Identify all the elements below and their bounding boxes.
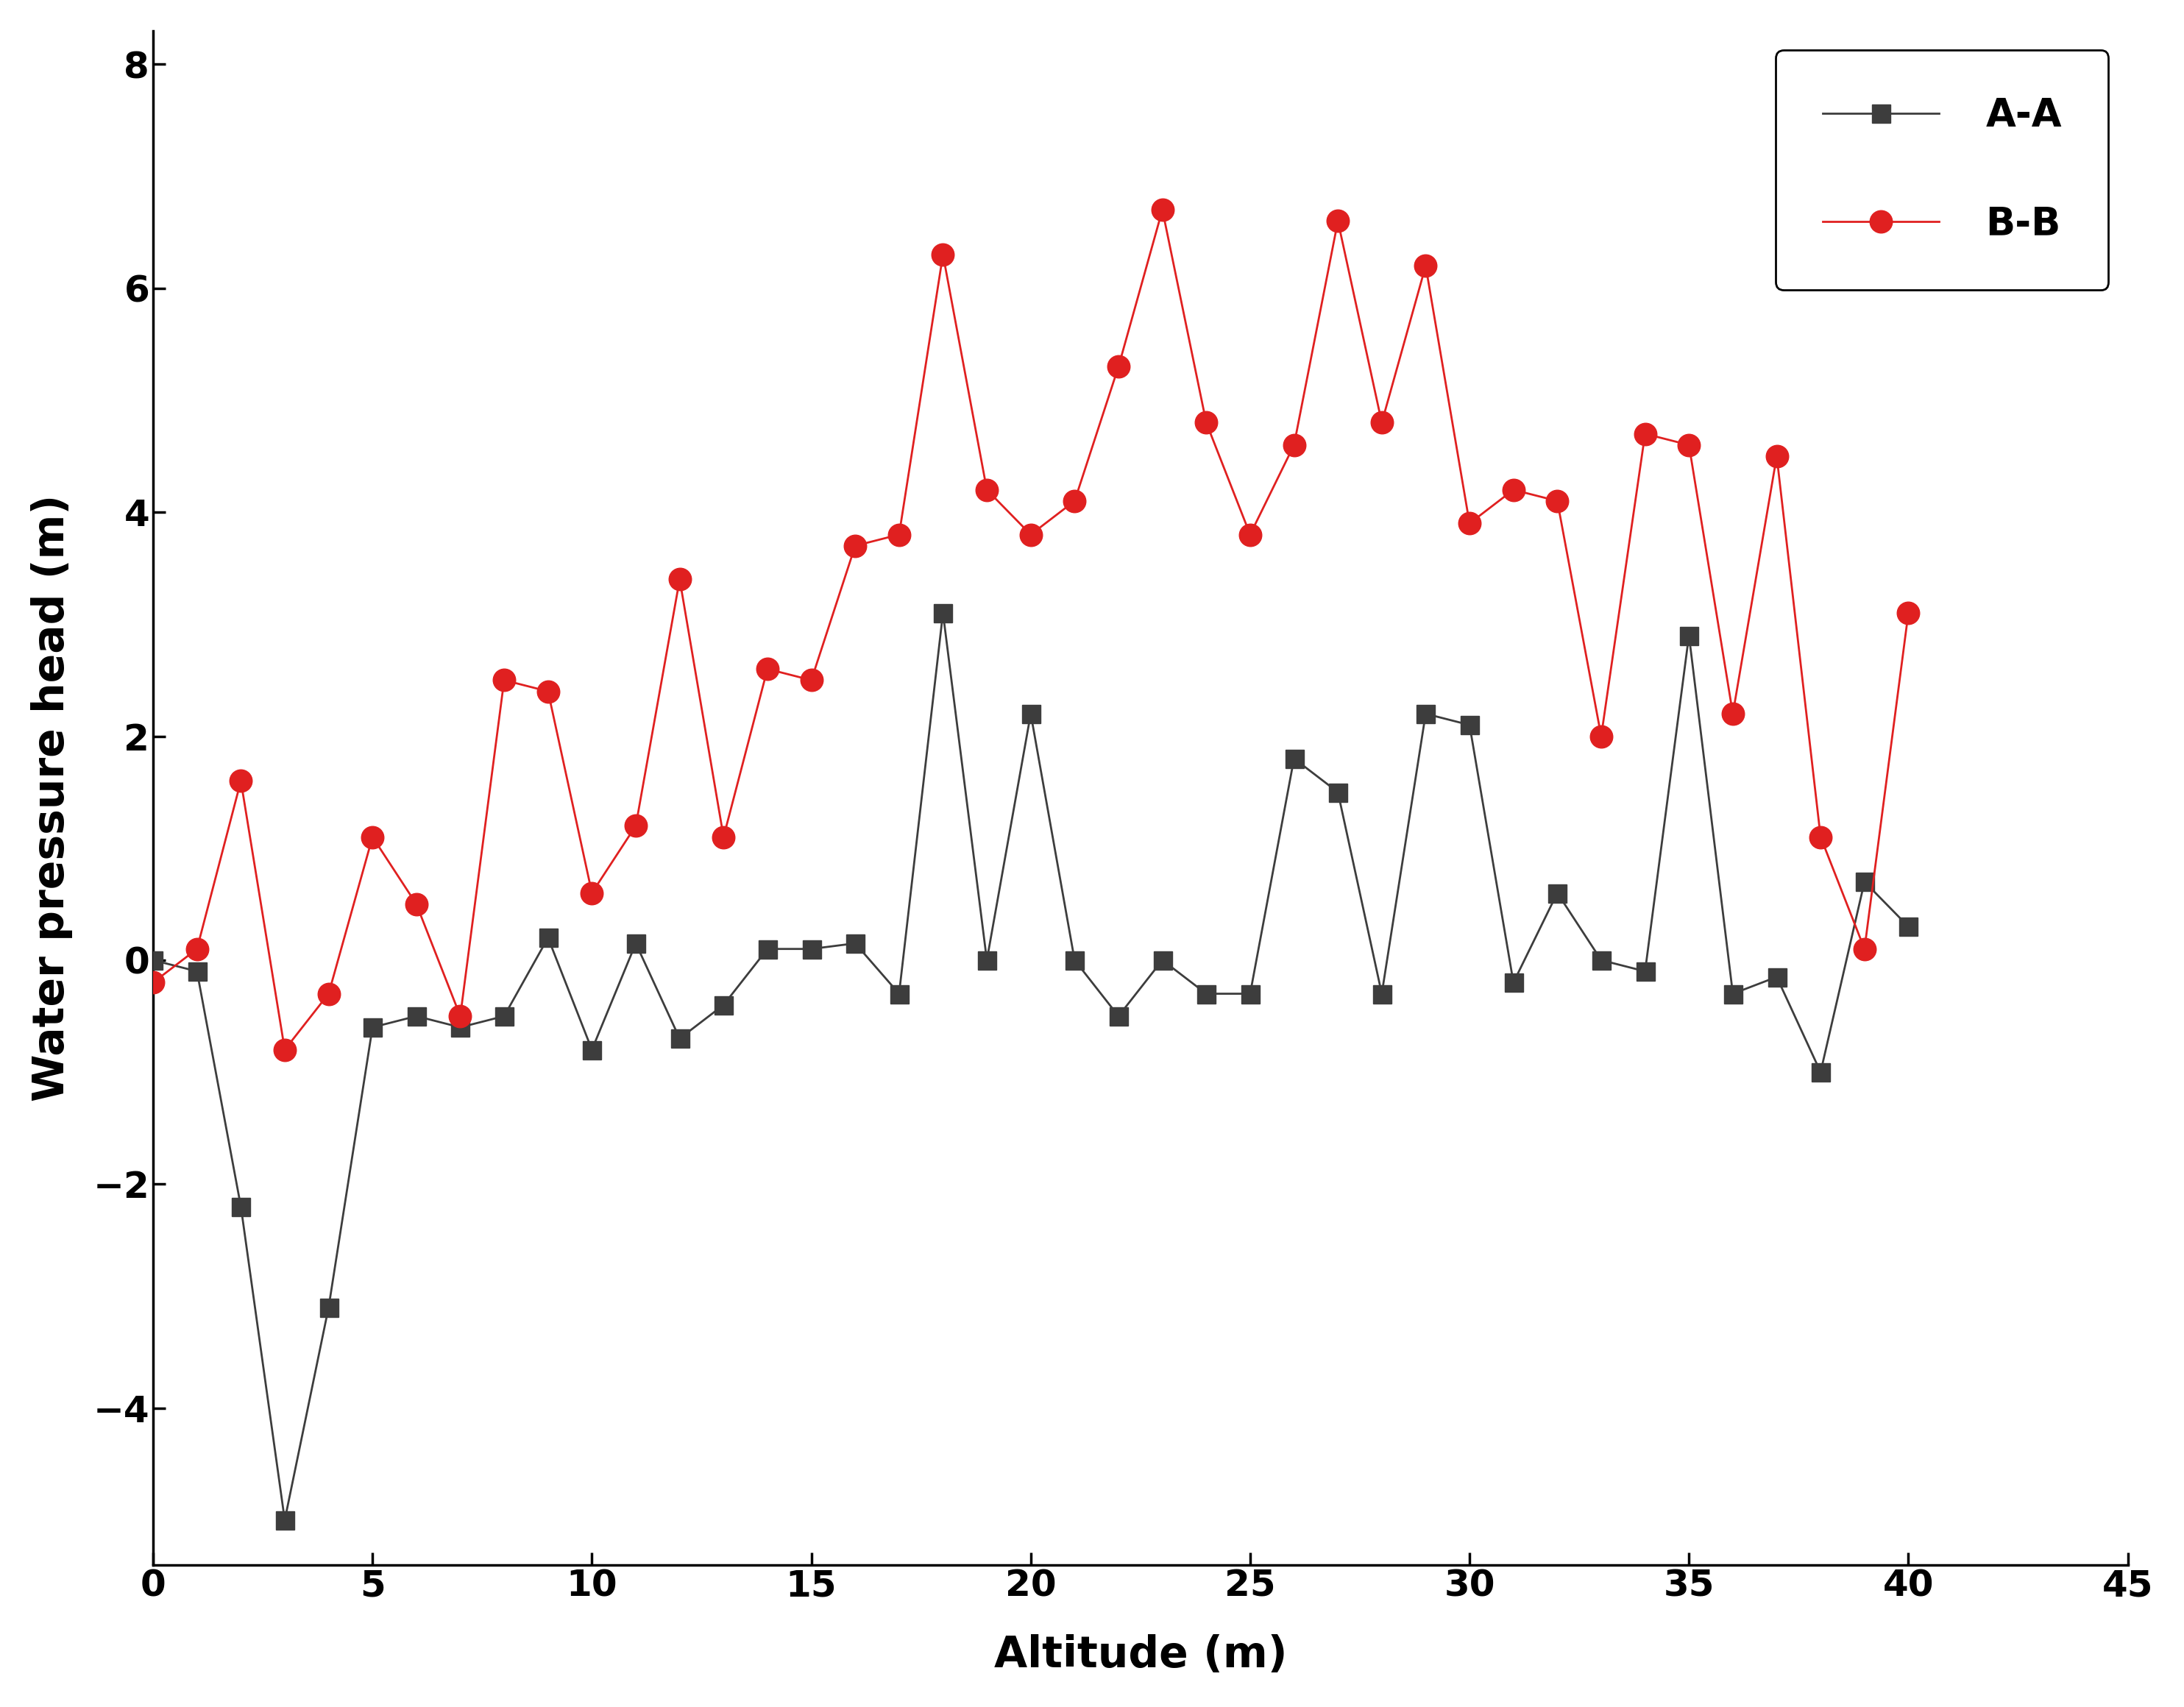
A-A xyxy=(1765,966,1791,987)
A-A xyxy=(1236,983,1262,1004)
B-B xyxy=(1588,725,1614,746)
Y-axis label: Water pressure head (m): Water pressure head (m) xyxy=(31,495,72,1101)
B-B xyxy=(1236,524,1262,545)
B-B xyxy=(360,826,387,847)
A-A xyxy=(227,1197,253,1217)
B-B xyxy=(1018,524,1044,545)
A-A xyxy=(1500,973,1527,993)
A-A xyxy=(1808,1062,1835,1082)
A-A xyxy=(1719,983,1745,1004)
A-A xyxy=(797,939,823,959)
A-A xyxy=(843,934,869,954)
A-A xyxy=(1192,983,1219,1004)
B-B xyxy=(1326,210,1352,230)
B-B xyxy=(710,826,736,847)
A-A xyxy=(579,1040,605,1060)
A-A xyxy=(1457,715,1483,736)
B-B xyxy=(1808,826,1835,847)
A-A xyxy=(753,939,780,959)
B-B xyxy=(622,816,649,836)
B-B xyxy=(843,536,869,556)
A-A xyxy=(183,961,210,982)
A-A xyxy=(140,949,166,970)
A-A xyxy=(271,1509,297,1529)
A-A xyxy=(1149,949,1175,970)
A-A xyxy=(360,1017,387,1038)
A-A xyxy=(1061,949,1088,970)
B-B xyxy=(1544,490,1570,510)
B-B xyxy=(887,524,913,545)
A-A xyxy=(1369,983,1396,1004)
A-A xyxy=(710,995,736,1016)
A-A xyxy=(1326,782,1352,802)
B-B xyxy=(1061,490,1088,510)
B-B xyxy=(797,669,823,690)
B-B xyxy=(491,669,518,690)
B-B xyxy=(1631,423,1658,444)
A-A xyxy=(404,1005,430,1026)
B-B xyxy=(1192,413,1219,434)
A-A xyxy=(666,1028,692,1048)
A-A xyxy=(930,603,957,623)
B-B xyxy=(535,681,561,702)
B-B xyxy=(1500,480,1527,500)
B-B xyxy=(1896,603,1922,623)
A-A xyxy=(1588,949,1614,970)
A-A xyxy=(314,1297,341,1318)
A-A xyxy=(448,1017,474,1038)
B-B xyxy=(183,939,210,959)
A-A xyxy=(1896,917,1922,937)
B-B xyxy=(930,244,957,265)
A-A xyxy=(1631,961,1658,982)
B-B xyxy=(974,480,1000,500)
A-A xyxy=(1852,872,1878,893)
B-B xyxy=(666,568,692,589)
A-A xyxy=(1105,1005,1131,1026)
B-B xyxy=(579,883,605,903)
B-B xyxy=(448,1005,474,1026)
B-B xyxy=(1369,413,1396,434)
A-A xyxy=(491,1005,518,1026)
B-B xyxy=(1675,435,1701,456)
Line: A-A: A-A xyxy=(144,604,1918,1529)
A-A xyxy=(622,934,649,954)
A-A xyxy=(887,983,913,1004)
X-axis label: Altitude (m): Altitude (m) xyxy=(994,1634,1286,1676)
B-B xyxy=(753,659,780,679)
A-A xyxy=(1675,625,1701,645)
B-B xyxy=(1105,357,1131,377)
B-B xyxy=(1719,703,1745,724)
Legend: A-A, B-B: A-A, B-B xyxy=(1776,50,2108,290)
B-B xyxy=(140,973,166,993)
A-A xyxy=(1544,883,1570,903)
A-A xyxy=(1413,703,1439,724)
B-B xyxy=(1149,200,1175,220)
A-A xyxy=(1280,748,1306,768)
B-B xyxy=(1280,435,1306,456)
A-A xyxy=(1018,703,1044,724)
B-B xyxy=(227,772,253,792)
A-A xyxy=(974,949,1000,970)
B-B xyxy=(1765,446,1791,466)
B-B xyxy=(1852,939,1878,959)
B-B xyxy=(314,983,341,1004)
B-B xyxy=(1413,256,1439,277)
B-B xyxy=(404,894,430,915)
Line: B-B: B-B xyxy=(142,198,1920,1062)
B-B xyxy=(271,1040,297,1060)
A-A xyxy=(535,927,561,947)
B-B xyxy=(1457,514,1483,534)
